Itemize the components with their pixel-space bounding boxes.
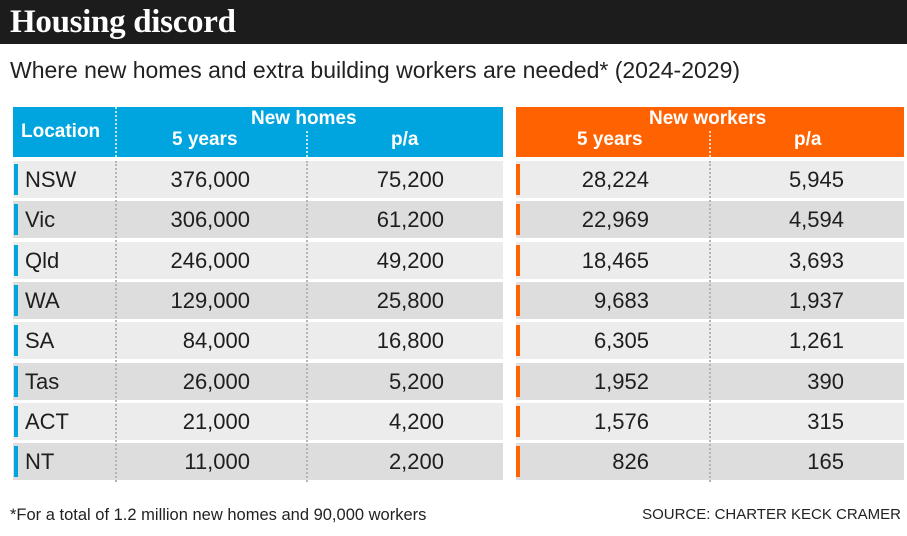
location-cell: Qld xyxy=(25,247,60,273)
location-cell: NT xyxy=(25,449,55,475)
homes-row-accent xyxy=(14,284,18,316)
new-homes-group-label: New homes xyxy=(251,108,357,129)
column-divider xyxy=(306,161,308,482)
homes-5-years-cell: 129,000 xyxy=(170,287,250,313)
workers-5-years-cell: 1,952 xyxy=(593,368,649,394)
workers-pa-cell: 1,937 xyxy=(788,287,844,313)
homes-row-background xyxy=(13,201,503,239)
homes-5-years-cell: 306,000 xyxy=(170,207,250,233)
table-row: NT 11,000 2,200 826 165 xyxy=(0,443,907,481)
header-divider xyxy=(306,131,308,157)
homes-row-accent xyxy=(14,446,18,478)
location-cell: WA xyxy=(25,287,60,313)
homes-5-years-cell: 11,000 xyxy=(184,449,250,475)
homes-pa-cell: 5,200 xyxy=(388,368,444,394)
new-workers-group-label: New workers xyxy=(649,108,767,129)
homes-pa-header: p/a xyxy=(391,129,419,150)
location-cell: Tas xyxy=(25,368,60,394)
new-workers-header: New workers 5 years p/a xyxy=(516,107,904,157)
table-row: Tas 26,000 5,200 1,952 390 xyxy=(0,362,907,400)
homes-pa-cell: 2,200 xyxy=(388,449,444,475)
homes-row-accent xyxy=(14,405,18,437)
homes-5-years-cell: 84,000 xyxy=(182,328,250,354)
table-row: ACT 21,000 4,200 1,576 315 xyxy=(0,402,907,440)
title-banner: Housing discord xyxy=(0,0,907,44)
homes-row-accent xyxy=(14,204,18,236)
table-row: NSW 376,000 75,200 28,224 5,945 xyxy=(0,161,907,198)
workers-row-accent xyxy=(516,405,520,437)
workers-5-years-cell: 22,969 xyxy=(581,207,649,233)
location-column-header: Location xyxy=(21,121,101,142)
homes-row-background xyxy=(13,322,503,360)
homes-row-accent xyxy=(14,164,18,195)
column-divider xyxy=(115,161,117,482)
new-homes-header: Location New homes 5 years p/a xyxy=(13,107,503,157)
homes-5-years-header: 5 years xyxy=(172,129,238,150)
header-divider xyxy=(115,107,117,157)
source-credit: SOURCE: CHARTER KECK CRAMER xyxy=(642,506,901,523)
homes-5-years-cell: 376,000 xyxy=(170,167,250,192)
location-cell: SA xyxy=(25,328,55,354)
workers-row-accent xyxy=(516,325,520,357)
workers-pa-cell: 4,594 xyxy=(788,207,844,233)
location-cell: ACT xyxy=(25,408,69,434)
homes-row-accent xyxy=(14,365,18,397)
workers-row-accent xyxy=(516,244,520,276)
workers-pa-header: p/a xyxy=(794,129,822,150)
homes-5-years-cell: 26,000 xyxy=(182,368,250,394)
workers-5-years-cell: 9,683 xyxy=(593,287,649,313)
workers-pa-cell: 315 xyxy=(807,408,844,434)
homes-5-years-cell: 21,000 xyxy=(182,408,250,434)
table-row: WA 129,000 25,800 9,683 1,937 xyxy=(0,281,907,319)
header-divider xyxy=(709,131,711,157)
location-cell: Vic xyxy=(25,207,56,233)
workers-pa-cell: 3,693 xyxy=(788,247,844,273)
homes-pa-cell: 25,800 xyxy=(376,287,444,313)
workers-5-years-cell: 1,576 xyxy=(593,408,649,434)
workers-pa-cell: 390 xyxy=(807,368,844,394)
homes-row-background xyxy=(13,281,503,319)
homes-row-background xyxy=(13,402,503,440)
workers-5-years-cell: 6,305 xyxy=(593,328,649,354)
homes-row-background xyxy=(13,443,503,481)
homes-pa-cell: 75,200 xyxy=(376,167,444,192)
chart-title: Housing discord xyxy=(10,4,236,40)
chart-subtitle: Where new homes and extra building worke… xyxy=(10,57,741,83)
workers-row-accent xyxy=(516,446,520,478)
workers-5-years-cell: 28,224 xyxy=(581,167,649,192)
table-row: Qld 246,000 49,200 18,465 3,693 xyxy=(0,241,907,279)
homes-row-accent xyxy=(14,244,18,276)
footnote: *For a total of 1.2 million new homes an… xyxy=(10,506,427,524)
location-cell: NSW xyxy=(25,167,77,192)
table-row: Vic 306,000 61,200 22,969 4,594 xyxy=(0,201,907,239)
homes-pa-cell: 49,200 xyxy=(376,247,444,273)
workers-5-years-header: 5 years xyxy=(577,129,643,150)
column-divider xyxy=(709,161,711,482)
homes-pa-cell: 61,200 xyxy=(376,207,444,233)
homes-row-background xyxy=(13,241,503,279)
table-row: SA 84,000 16,800 6,305 1,261 xyxy=(0,322,907,360)
workers-row-accent xyxy=(516,164,520,195)
workers-row-accent xyxy=(516,284,520,316)
homes-row-accent xyxy=(14,325,18,357)
workers-row-accent xyxy=(516,204,520,236)
workers-5-years-cell: 18,465 xyxy=(581,247,649,273)
homes-pa-cell: 16,800 xyxy=(376,328,444,354)
workers-pa-cell: 165 xyxy=(807,449,844,475)
workers-pa-cell: 5,945 xyxy=(788,167,844,192)
homes-row-background xyxy=(13,362,503,400)
workers-pa-cell: 1,261 xyxy=(788,328,844,354)
homes-row-background xyxy=(13,161,503,198)
homes-5-years-cell: 246,000 xyxy=(170,247,250,273)
workers-row-accent xyxy=(516,365,520,397)
homes-pa-cell: 4,200 xyxy=(388,408,444,434)
workers-5-years-cell: 826 xyxy=(612,449,649,475)
